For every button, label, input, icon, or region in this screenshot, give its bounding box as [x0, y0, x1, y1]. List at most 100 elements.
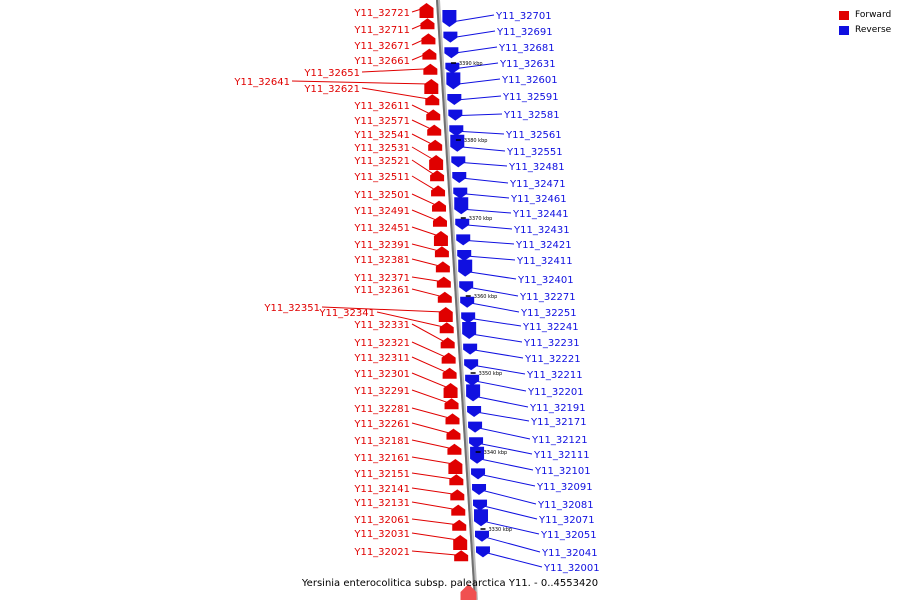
legend-forward: Forward [839, 10, 891, 20]
forward-gene-label: Y11_32521 [353, 156, 410, 167]
forward-gene-label: Y11_32311 [353, 353, 410, 364]
reverse-gene-label: Y11_32121 [531, 435, 588, 446]
reverse-gene-connector [451, 14, 495, 23]
reverse-gene-label: Y11_32071 [538, 515, 595, 526]
reverse-gene-label: Y11_32601 [501, 75, 558, 86]
reverse-gene-connector [480, 489, 537, 505]
forward-gene-label: Y11_32491 [353, 206, 410, 217]
forward-gene-label: Y11_32531 [353, 143, 410, 154]
forward-gene-connector [411, 550, 460, 556]
reverse-gene-label: Y11_32241 [522, 322, 579, 333]
reverse-gene-glyph [470, 446, 485, 464]
forward-gene-connector [411, 146, 435, 161]
forward-gene-glyph [444, 398, 459, 410]
forward-gene-glyph [460, 584, 477, 600]
reverse-gene-label: Y11_32431 [513, 225, 570, 236]
reverse-gene-connector [484, 551, 543, 568]
reverse-gene-connector [462, 193, 510, 199]
forward-gene-connector [411, 175, 437, 191]
reverse-gene-glyph [457, 250, 472, 261]
reverse-swatch [839, 25, 849, 35]
reverse-gene-glyph [469, 437, 484, 449]
forward-gene-connector [411, 159, 436, 176]
kbp-tick-label: 3340 kbp [484, 450, 508, 456]
forward-gene-label: Y11_32511 [353, 172, 410, 183]
reverse-gene-label: Y11_32251 [520, 308, 577, 319]
forward-gene-glyph [445, 413, 460, 425]
forward-gene-label: Y11_32061 [353, 515, 410, 526]
reverse-gene-glyph [460, 296, 475, 308]
reverse-gene-glyph [475, 546, 490, 558]
forward-gene-glyph [419, 3, 434, 18]
reverse-gene-connector [459, 146, 506, 152]
forward-gene-connector [411, 276, 442, 283]
forward-gene-connector [411, 389, 450, 404]
forward-gene-glyph [453, 535, 468, 550]
forward-gene-glyph [448, 459, 463, 474]
forward-gene-label: Y11_32391 [353, 240, 410, 251]
forward-gene-glyph [442, 367, 457, 379]
forward-gene-label: Y11_32331 [353, 320, 410, 331]
forward-gene-connector [411, 518, 458, 526]
forward-gene-connector [411, 456, 454, 465]
forward-gene-connector [321, 306, 444, 313]
reverse-gene-connector [469, 302, 520, 313]
reverse-gene-connector [455, 78, 501, 85]
forward-gene-label: Y11_32141 [353, 484, 410, 495]
forward-gene-label: Y11_32651 [303, 68, 360, 79]
legend-forward-label: Forward [855, 10, 892, 20]
forward-gene-label: Y11_32721 [353, 8, 410, 19]
reverse-gene-connector [461, 177, 509, 184]
forward-gene-connector [411, 372, 449, 389]
forward-gene-label: Y11_32451 [353, 223, 410, 234]
reverse-gene-connector [473, 364, 526, 375]
forward-gene-label: Y11_32181 [353, 436, 410, 447]
forward-gene-glyph [449, 474, 464, 486]
forward-gene-label: Y11_32671 [353, 41, 410, 52]
forward-gene-connector [361, 87, 431, 100]
forward-gene-glyph [438, 307, 453, 322]
kbp-tick-label: 3370 kbp [469, 216, 493, 222]
forward-gene-connector [411, 341, 447, 359]
reverse-gene-label: Y11_32561 [505, 130, 562, 141]
reverse-gene-connector [478, 458, 534, 471]
forward-gene-connector [411, 104, 432, 115]
reverse-gene-glyph [464, 359, 479, 371]
reverse-gene-glyph [456, 234, 471, 246]
reverse-gene-glyph [448, 109, 463, 121]
reverse-gene-label: Y11_32581 [503, 110, 560, 121]
reverse-gene-label: Y11_32681 [498, 43, 555, 54]
forward-gene-glyph [422, 48, 437, 60]
forward-gene-glyph [454, 550, 469, 562]
reverse-gene-glyph [442, 10, 457, 27]
forward-gene-glyph [452, 519, 467, 531]
reverse-gene-label: Y11_32111 [533, 450, 590, 461]
reverse-gene-label: Y11_32221 [524, 354, 581, 365]
reverse-gene-glyph [451, 156, 466, 168]
reverse-gene-glyph [466, 384, 481, 402]
forward-gene-glyph [451, 504, 466, 516]
reverse-gene-connector [481, 505, 538, 520]
reverse-gene-label: Y11_32441 [512, 209, 569, 220]
reverse-gene-connector [477, 442, 533, 455]
forward-gene-glyph [434, 246, 449, 258]
forward-swatch [839, 10, 849, 20]
forward-gene-label: Y11_32021 [353, 547, 410, 558]
forward-gene-connector [411, 288, 443, 298]
kbp-tick-label: 3360 kbp [474, 294, 498, 300]
reverse-gene-glyph [463, 343, 478, 355]
reverse-gene-glyph [452, 172, 467, 183]
reverse-gene-label: Y11_32171 [530, 417, 587, 428]
reverse-gene-connector [468, 286, 519, 297]
forward-gene-label: Y11_32321 [353, 338, 410, 349]
reverse-gene-label: Y11_32101 [534, 466, 591, 477]
reverse-gene-glyph [465, 374, 480, 386]
reverse-gene-connector [482, 520, 540, 535]
reverse-gene-label: Y11_32631 [499, 59, 556, 70]
reverse-gene-label: Y11_32591 [502, 92, 559, 103]
forward-gene-glyph [432, 215, 447, 227]
reverse-gene-label: Y11_32471 [509, 179, 566, 190]
reverse-gene-connector [483, 536, 541, 553]
forward-gene-glyph [431, 185, 446, 197]
kbp-tick-label: 3330 kbp [489, 527, 513, 533]
